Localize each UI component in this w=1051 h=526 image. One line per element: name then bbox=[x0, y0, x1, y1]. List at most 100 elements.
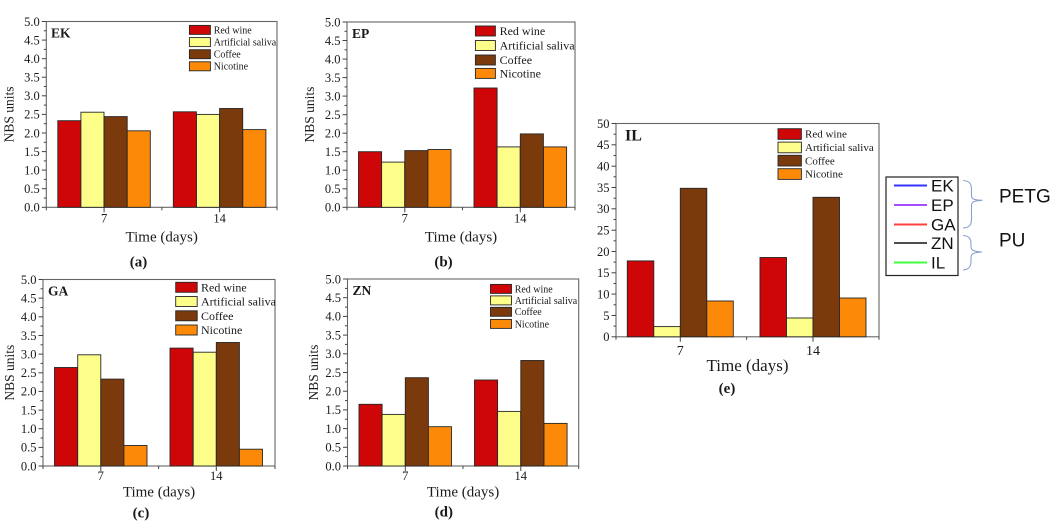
svg-text:Nicotine: Nicotine bbox=[515, 319, 550, 330]
svg-text:Coffee: Coffee bbox=[500, 53, 532, 67]
svg-text:NBS units: NBS units bbox=[2, 345, 17, 401]
svg-text:5.0: 5.0 bbox=[325, 272, 341, 286]
svg-text:Time (days): Time (days) bbox=[425, 230, 497, 246]
svg-text:1.0: 1.0 bbox=[325, 164, 341, 178]
svg-text:Coffee: Coffee bbox=[805, 155, 835, 167]
svg-text:3.5: 3.5 bbox=[325, 328, 341, 342]
svg-text:Time (days): Time (days) bbox=[123, 485, 195, 501]
svg-text:Nicotine: Nicotine bbox=[805, 169, 843, 181]
svg-text:EP: EP bbox=[931, 196, 954, 215]
svg-text:Nicotine: Nicotine bbox=[201, 323, 242, 337]
svg-text:PETG: PETG bbox=[999, 187, 1051, 208]
svg-text:7: 7 bbox=[98, 469, 104, 483]
svg-text:4.5: 4.5 bbox=[24, 33, 40, 47]
svg-text:(b): (b) bbox=[434, 255, 452, 271]
svg-text:Red wine: Red wine bbox=[805, 129, 847, 141]
svg-text:Coffee: Coffee bbox=[201, 309, 233, 323]
svg-text:3.0: 3.0 bbox=[21, 347, 37, 361]
svg-text:4.0: 4.0 bbox=[325, 310, 341, 324]
svg-text:7: 7 bbox=[677, 344, 684, 359]
svg-text:Time (days): Time (days) bbox=[427, 485, 499, 501]
svg-text:Time (days): Time (days) bbox=[706, 356, 788, 375]
svg-text:(c): (c) bbox=[133, 506, 150, 522]
svg-text:3.0: 3.0 bbox=[325, 347, 341, 361]
svg-text:0.5: 0.5 bbox=[21, 441, 37, 455]
svg-text:1.5: 1.5 bbox=[325, 403, 341, 417]
svg-text:7: 7 bbox=[402, 211, 408, 225]
svg-text:2.0: 2.0 bbox=[21, 385, 37, 399]
svg-text:35: 35 bbox=[597, 181, 610, 195]
svg-text:Artificial saliva: Artificial saliva bbox=[500, 39, 576, 53]
svg-text:2.5: 2.5 bbox=[325, 108, 341, 122]
svg-text:2.5: 2.5 bbox=[325, 366, 341, 380]
svg-text:(d): (d) bbox=[435, 505, 453, 521]
svg-text:4.5: 4.5 bbox=[21, 291, 37, 305]
svg-text:10: 10 bbox=[597, 287, 610, 301]
svg-text:Artificial saliva: Artificial saliva bbox=[214, 38, 277, 49]
svg-text:0.5: 0.5 bbox=[24, 182, 40, 196]
svg-text:3.0: 3.0 bbox=[24, 89, 40, 103]
svg-text:0.5: 0.5 bbox=[325, 182, 341, 196]
svg-text:Red wine: Red wine bbox=[201, 280, 247, 294]
svg-text:40: 40 bbox=[597, 160, 610, 174]
svg-text:4.0: 4.0 bbox=[21, 310, 37, 324]
svg-text:Time (days): Time (days) bbox=[126, 230, 198, 246]
svg-text:2.5: 2.5 bbox=[24, 108, 40, 122]
svg-text:14: 14 bbox=[210, 469, 223, 483]
svg-text:GA: GA bbox=[48, 284, 69, 299]
svg-text:4.5: 4.5 bbox=[325, 291, 341, 305]
svg-text:2.5: 2.5 bbox=[21, 366, 37, 380]
svg-text:1.0: 1.0 bbox=[325, 422, 341, 436]
svg-text:5.0: 5.0 bbox=[325, 15, 341, 29]
svg-text:1.5: 1.5 bbox=[24, 145, 40, 159]
svg-text:1.5: 1.5 bbox=[325, 145, 341, 159]
svg-text:14: 14 bbox=[515, 469, 528, 483]
svg-text:1.5: 1.5 bbox=[21, 403, 37, 417]
svg-text:Coffee: Coffee bbox=[515, 307, 543, 318]
svg-text:2.0: 2.0 bbox=[325, 127, 341, 141]
svg-text:1.0: 1.0 bbox=[24, 163, 40, 177]
svg-text:3.0: 3.0 bbox=[325, 89, 341, 103]
svg-text:ZN: ZN bbox=[353, 283, 372, 298]
svg-text:0.0: 0.0 bbox=[325, 201, 341, 215]
svg-text:Red wine: Red wine bbox=[500, 24, 546, 38]
svg-text:5: 5 bbox=[603, 309, 609, 323]
svg-text:(a): (a) bbox=[130, 255, 148, 271]
svg-text:0: 0 bbox=[603, 330, 609, 344]
svg-text:NBS units: NBS units bbox=[2, 86, 17, 142]
svg-text:Artificial saliva: Artificial saliva bbox=[805, 142, 874, 154]
svg-text:14: 14 bbox=[213, 211, 226, 225]
svg-text:15: 15 bbox=[597, 266, 610, 280]
svg-text:IL: IL bbox=[931, 254, 945, 273]
svg-text:0.0: 0.0 bbox=[24, 201, 40, 215]
svg-text:PU: PU bbox=[999, 231, 1025, 252]
svg-text:4.0: 4.0 bbox=[24, 52, 40, 66]
svg-text:Coffee: Coffee bbox=[214, 50, 242, 61]
svg-text:3.5: 3.5 bbox=[24, 71, 40, 85]
svg-text:Red wine: Red wine bbox=[214, 25, 253, 36]
svg-text:Red wine: Red wine bbox=[515, 284, 554, 295]
svg-text:14: 14 bbox=[806, 344, 820, 359]
svg-text:2.0: 2.0 bbox=[325, 385, 341, 399]
svg-text:45: 45 bbox=[597, 138, 610, 152]
svg-text:20: 20 bbox=[597, 245, 610, 259]
svg-text:Artificial saliva: Artificial saliva bbox=[515, 296, 578, 307]
svg-text:1.0: 1.0 bbox=[21, 422, 37, 436]
svg-text:ZN: ZN bbox=[931, 234, 954, 253]
svg-text:14: 14 bbox=[514, 211, 527, 225]
svg-text:4.5: 4.5 bbox=[325, 34, 341, 48]
svg-text:IL: IL bbox=[625, 128, 642, 145]
svg-text:30: 30 bbox=[597, 202, 610, 216]
svg-text:3.5: 3.5 bbox=[325, 71, 341, 85]
svg-text:25: 25 bbox=[597, 224, 610, 238]
svg-text:0.0: 0.0 bbox=[325, 459, 341, 473]
svg-text:2.0: 2.0 bbox=[24, 126, 40, 140]
svg-text:EK: EK bbox=[51, 26, 71, 41]
svg-text:(e): (e) bbox=[719, 381, 736, 397]
svg-text:5.0: 5.0 bbox=[21, 273, 37, 287]
svg-text:0.0: 0.0 bbox=[21, 459, 37, 473]
svg-text:3.5: 3.5 bbox=[21, 329, 37, 343]
svg-text:5.0: 5.0 bbox=[24, 15, 40, 29]
svg-text:7: 7 bbox=[101, 211, 107, 225]
svg-text:NBS units: NBS units bbox=[306, 345, 321, 401]
